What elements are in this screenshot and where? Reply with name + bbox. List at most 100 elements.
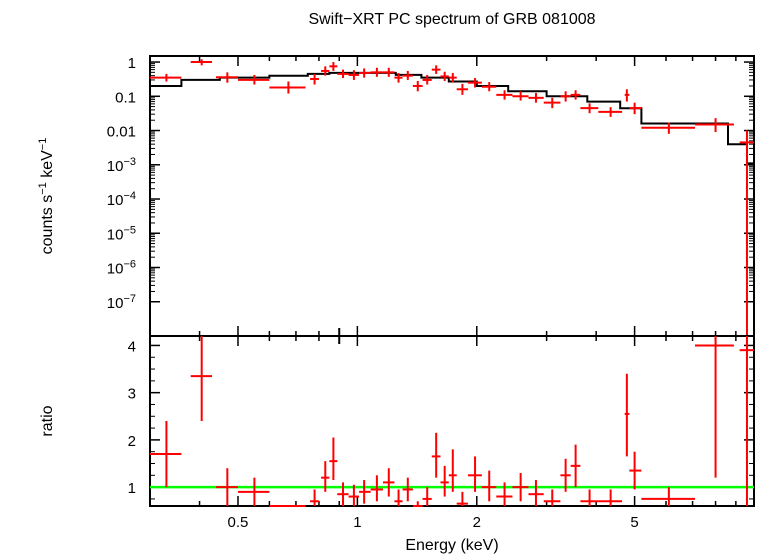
- data-point: [560, 91, 571, 102]
- data-point: [629, 451, 642, 490]
- data-point: [580, 103, 599, 114]
- data-point: [402, 70, 413, 80]
- ratio-y-axis-label: ratio: [39, 405, 56, 436]
- data-point: [570, 90, 581, 100]
- data-point: [359, 68, 371, 78]
- data-point: [215, 72, 238, 83]
- data-point: [739, 336, 754, 506]
- y-tick-label: 2: [128, 433, 136, 450]
- data-point: [496, 482, 513, 506]
- y-tick-label: 10−7: [107, 293, 136, 312]
- data-point: [422, 74, 432, 85]
- y-label-base: counts s: [39, 195, 56, 255]
- data-point: [496, 90, 513, 100]
- data-point: [560, 458, 571, 492]
- y-tick-base: 10: [107, 261, 124, 278]
- y-label-exp1: −1: [37, 182, 49, 195]
- data-point: [440, 71, 449, 81]
- y-label-mid: keV: [39, 150, 56, 182]
- y-tick-exp: −4: [123, 190, 136, 202]
- data-point: [370, 475, 383, 502]
- data-point: [348, 70, 360, 80]
- data-point: [641, 122, 696, 134]
- ratio-data-points: [150, 336, 754, 507]
- model-curve: [150, 71, 754, 165]
- data-point: [528, 480, 544, 506]
- spectrum-panel-frame: [149, 55, 755, 337]
- spectrum-data-points: [150, 59, 754, 336]
- x-tick-labels: 0.5 1 2 5: [228, 514, 639, 531]
- y-tick-label: 4: [128, 338, 136, 355]
- chart-title: Swift−XRT PC spectrum of GRB 081008: [308, 11, 595, 28]
- y-tick-label: 10−6: [107, 259, 136, 278]
- data-point: [440, 465, 449, 497]
- data-point: [695, 336, 734, 478]
- data-point: [695, 118, 734, 133]
- spectrum-y-axis-label: counts s−1 keV−1: [37, 138, 56, 255]
- data-point: [190, 59, 213, 66]
- data-point: [456, 83, 468, 95]
- data-point: [528, 92, 544, 103]
- y-tick-label: 1: [128, 55, 136, 72]
- data-point: [580, 489, 599, 506]
- y-tick-exp: −7: [123, 293, 136, 305]
- y-tick-base: 10: [107, 158, 124, 175]
- data-point: [739, 130, 754, 336]
- data-point: [370, 67, 383, 77]
- y-tick-exp: −3: [123, 156, 136, 168]
- data-point: [215, 468, 238, 506]
- data-point: [348, 484, 360, 506]
- ratio-panel-frame: [149, 335, 755, 507]
- data-point: [310, 489, 319, 506]
- data-point: [190, 336, 213, 421]
- data-point: [150, 73, 182, 82]
- data-point: [422, 487, 432, 506]
- data-point: [337, 69, 349, 79]
- data-point: [394, 489, 403, 506]
- data-point: [394, 72, 403, 83]
- data-point: [337, 482, 349, 506]
- data-point: [359, 480, 371, 504]
- y-tick-label: 10−5: [107, 224, 136, 243]
- data-point: [382, 468, 395, 497]
- data-point: [382, 67, 395, 77]
- data-point: [598, 107, 623, 117]
- y-tick-label: 0.01: [107, 124, 136, 141]
- data-point: [629, 102, 642, 115]
- y-tick-base: 10: [107, 295, 124, 312]
- y-tick-exp: −6: [123, 259, 136, 271]
- x-tick-label: 1: [353, 514, 361, 531]
- y-tick-exp: −5: [123, 224, 136, 236]
- data-point: [431, 432, 441, 478]
- data-point: [412, 80, 423, 92]
- data-point: [570, 444, 581, 488]
- y-tick-label: 1: [128, 480, 136, 497]
- data-point: [321, 461, 330, 492]
- x-tick-label: 2: [473, 514, 481, 531]
- data-point: [467, 78, 482, 88]
- ratio-panel: 1 2 3 4 ratio: [39, 328, 755, 507]
- data-point: [237, 74, 270, 85]
- data-point: [467, 456, 482, 492]
- x-axis-label: Energy (keV): [405, 537, 498, 554]
- data-point: [624, 373, 630, 457]
- data-point: [512, 472, 529, 502]
- data-point: [310, 73, 319, 85]
- data-point: [321, 66, 330, 76]
- model-step-line: [150, 71, 754, 165]
- data-point: [412, 501, 423, 507]
- y-tick-base: 10: [107, 192, 124, 209]
- data-point: [329, 437, 338, 481]
- data-point: [402, 477, 413, 502]
- data-point: [543, 97, 561, 109]
- data-point: [598, 489, 623, 506]
- data-point: [543, 489, 561, 506]
- data-point: [269, 81, 306, 94]
- data-point: [456, 491, 468, 506]
- data-point: [641, 487, 696, 506]
- data-point: [431, 65, 441, 74]
- data-point: [624, 89, 630, 102]
